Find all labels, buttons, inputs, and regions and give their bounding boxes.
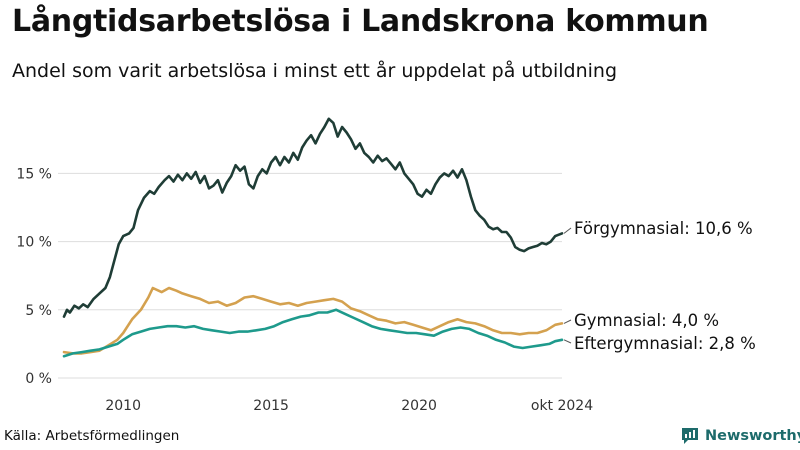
x-tick-label: 2015	[253, 398, 289, 414]
end-label-leader-eftergymnasial	[563, 339, 572, 344]
chart-title: Långtidsarbetslösa i Landskrona kommun	[12, 4, 709, 39]
end-label-eftergymnasial: Eftergymnasial: 2,8 %	[574, 334, 756, 353]
end-label-leader-gymnasial	[563, 319, 572, 324]
x-tick-label: 2010	[105, 398, 141, 414]
series-line-gymnasial	[62, 286, 564, 355]
y-tick-label: 0 %	[25, 371, 52, 387]
y-tick-label: 10 %	[16, 235, 52, 251]
y-tick-label: 15 %	[16, 166, 52, 182]
chart-subtitle: Andel som varit arbetslösa i minst ett å…	[12, 60, 618, 82]
series-line-förgymnasial	[62, 117, 564, 318]
end-label-gymnasial: Gymnasial: 4,0 %	[574, 311, 719, 330]
end-label-förgymnasial: Förgymnasial: 10,6 %	[574, 219, 753, 238]
source-note: Källa: Arbetsförmedlingen	[4, 428, 180, 444]
series-line-eftergymnasial	[62, 308, 564, 358]
end-label-leader-förgymnasial	[563, 227, 572, 234]
newsworthy-logo-icon	[682, 428, 698, 444]
brand-name: Newsworthy	[705, 428, 800, 444]
y-tick-label: 5 %	[25, 303, 52, 319]
x-tick-label: okt 2024	[531, 398, 593, 414]
brand-logo: Newsworthy	[680, 425, 800, 447]
x-tick-label: 2020	[401, 398, 437, 414]
